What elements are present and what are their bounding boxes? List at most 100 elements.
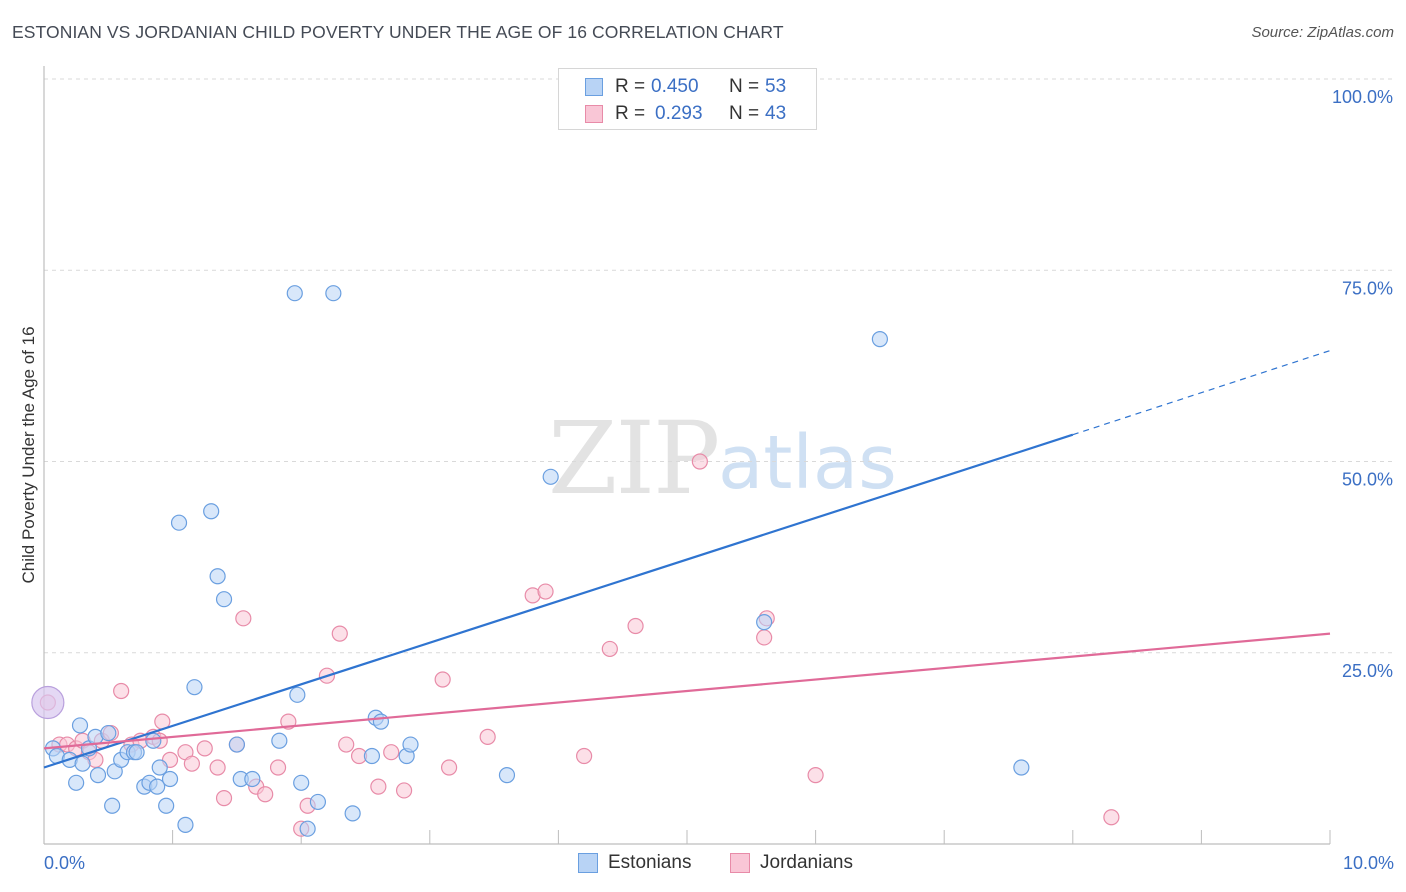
estonians-swatch <box>585 78 603 96</box>
estonians-point-36 <box>299 820 316 837</box>
watermark-atlas: atlas <box>718 420 897 506</box>
jordanians-point-9 <box>113 682 130 700</box>
estonians-point-33 <box>286 285 303 302</box>
jordanians-point-34 <box>383 744 400 761</box>
estonians-point-25 <box>186 679 203 696</box>
estonians-point-40 <box>363 747 381 765</box>
estonians-point-39 <box>344 805 361 822</box>
estonians-point-38 <box>325 285 342 302</box>
jordanians-point-47 <box>807 767 824 784</box>
jordanians-point-40 <box>537 583 554 600</box>
y-tick-label-100: 100.0% <box>1332 87 1393 107</box>
jordanians-points <box>39 453 1120 837</box>
estonians-point-23 <box>170 514 188 531</box>
jordanians-point-22 <box>235 610 252 627</box>
x-tick-label-min: 0.0% <box>44 853 85 873</box>
estonians-point-18 <box>145 732 162 749</box>
axis-layer <box>43 66 1331 845</box>
estonians-point-47 <box>756 614 773 631</box>
chart-title: ESTONIAN VS JORDANIAN CHILD POVERTY UNDE… <box>12 22 784 42</box>
x-tick-label-max: 10.0% <box>1343 853 1394 873</box>
jordanians-r-value: 0.293 <box>655 103 703 124</box>
estonians-point-20 <box>151 759 168 776</box>
jordanians-n-value: 43 <box>765 103 787 124</box>
cluster-marker <box>31 685 65 720</box>
estonians-swatch <box>578 853 598 873</box>
estonians-trend-extension <box>1072 350 1331 436</box>
estonians-point-29 <box>228 736 245 753</box>
estonians-point-46 <box>542 468 559 485</box>
jordanians-swatch <box>585 105 603 123</box>
estonians-n-value: 53 <box>765 76 787 97</box>
estonians-point-42 <box>372 713 390 730</box>
jordanians-point-20 <box>215 789 233 807</box>
estonians-point-5 <box>71 717 89 734</box>
jordanians-point-42 <box>601 640 618 658</box>
jordanians-point-30 <box>331 625 348 642</box>
y-tick-label-50: 50.0% <box>1342 470 1393 490</box>
estonians-point-45 <box>498 767 516 784</box>
jordanians-point-18 <box>196 740 213 757</box>
jordanians-point-45 <box>756 629 773 646</box>
estonians-point-8 <box>89 767 107 784</box>
trend-lines <box>43 350 1331 769</box>
estonians-point-50 <box>1013 759 1030 776</box>
legend-r-label: R = <box>615 103 646 124</box>
bottom-legend-estonians: Estonians <box>578 852 691 874</box>
legend-row-estonians: R = 0.450 N = 53 <box>585 74 786 100</box>
estonians-point-15 <box>128 744 145 761</box>
estonians-point-44 <box>402 736 419 753</box>
jordanians-swatch <box>730 853 750 873</box>
estonians-point-27 <box>209 568 226 585</box>
jordanians-point-48 <box>1103 809 1120 826</box>
y-tick-label-25: 25.0% <box>1342 661 1393 681</box>
jordanians-label: Jordanians <box>760 852 853 873</box>
estonians-point-34 <box>289 686 306 703</box>
legend-row-jordanians: R = 0.293 N = 43 <box>585 101 786 127</box>
jordanians-point-35 <box>395 782 413 799</box>
jordanians-point-36 <box>434 671 451 688</box>
legend-n-label: N = <box>729 76 760 97</box>
jordanians-point-31 <box>338 736 355 753</box>
estonians-point-37 <box>309 793 327 811</box>
estonians-point-32 <box>271 732 288 749</box>
estonians-r-value: 0.450 <box>651 76 699 97</box>
tick-labels: 25.0% 50.0% 75.0% 100.0% 0.0% 10.0% <box>44 87 1394 873</box>
legend-r-label: R = <box>615 76 646 97</box>
jordanians-point-37 <box>440 759 458 776</box>
grid-layer <box>44 78 1392 654</box>
estonians-point-9 <box>100 724 117 742</box>
legend-box: R = 0.450 N = 53 R = 0.293 N = 43 <box>558 68 817 130</box>
estonians-label: Estonians <box>608 852 692 873</box>
jordanians-point-44 <box>691 453 708 470</box>
estonians-point-10 <box>104 797 121 814</box>
estonians-point-19 <box>149 778 166 795</box>
estonians-point-31 <box>244 770 261 788</box>
jordanians-point-38 <box>479 728 496 746</box>
estonians-point-24 <box>177 816 194 833</box>
estonians-point-22 <box>161 770 179 788</box>
estonians-point-21 <box>158 797 175 814</box>
bottom-legend: Estonians Jordanians <box>0 852 1406 878</box>
jordanians-trend-line <box>43 632 1331 750</box>
estonians-point-35 <box>293 774 310 791</box>
estonians-point-26 <box>203 503 220 520</box>
estonians-trend-line <box>43 433 1074 769</box>
jordanians-point-33 <box>370 778 387 795</box>
jordanians-point-25 <box>269 759 287 776</box>
estonians-point-49 <box>871 331 889 348</box>
source-label: Source: ZipAtlas.com <box>1251 24 1394 41</box>
estonians-point-28 <box>215 591 233 608</box>
jordanians-point-43 <box>627 617 644 635</box>
bottom-legend-jordanians: Jordanians <box>730 852 853 874</box>
y-axis-label: Child Poverty Under the Age of 16 <box>19 326 38 583</box>
y-tick-label-75: 75.0% <box>1342 278 1393 298</box>
legend-n-label: N = <box>729 103 760 124</box>
estonians-point-3 <box>68 774 85 791</box>
jordanians-point-19 <box>209 759 226 776</box>
jordanians-point-17 <box>183 755 200 772</box>
estonians-point-4 <box>74 755 91 772</box>
jordanians-point-24 <box>257 786 274 803</box>
jordanians-point-41 <box>576 747 593 765</box>
